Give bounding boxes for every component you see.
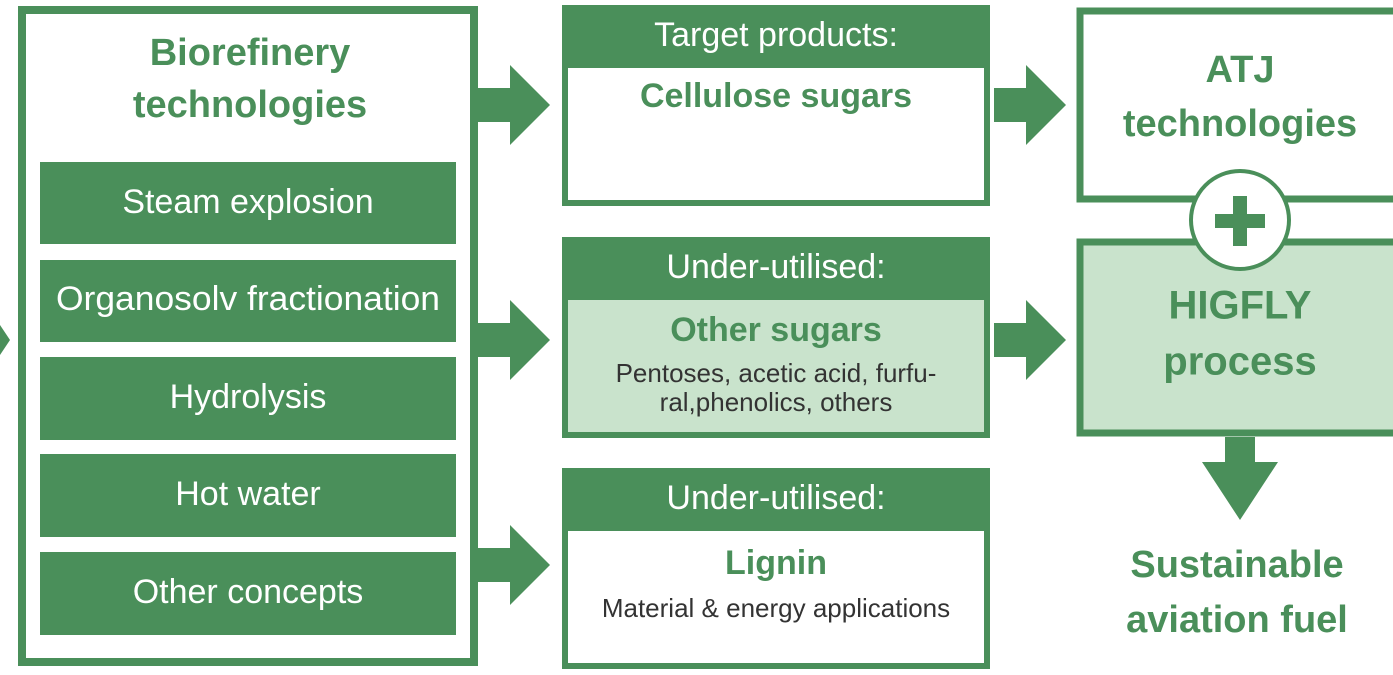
panel-title: Biorefinery: [150, 32, 351, 74]
item-box: [40, 357, 456, 440]
item-label: Organosolv fractionation: [56, 280, 440, 318]
output-header: [562, 237, 990, 300]
items: Steam explosion Organosolv fractionation…: [40, 162, 456, 635]
output-detail: Pentoses, acetic acid, furfu-: [616, 358, 937, 388]
higfly-label: HIGFLY: [1169, 284, 1312, 328]
item-box: [40, 552, 456, 635]
plus: [1215, 214, 1265, 228]
output-detail: ral,phenolics, others: [660, 387, 893, 417]
arrow: [994, 65, 1066, 145]
output-title: Cellulose sugars: [640, 77, 912, 115]
atj-label: technologies: [1123, 103, 1357, 145]
atj-label: ATJ: [1206, 49, 1275, 91]
arrow: [994, 300, 1066, 380]
output-header: [562, 5, 990, 68]
arrow: [0, 325, 10, 355]
arrow: [478, 65, 550, 145]
output-detail: Material & energy applications: [602, 593, 950, 623]
item-box: [40, 162, 456, 244]
item-label: Hydrolysis: [170, 378, 327, 416]
output-title: Lignin: [725, 544, 827, 582]
higfly-label: process: [1163, 340, 1316, 384]
output-header-label: Under-utilised:: [666, 248, 885, 286]
item-label: Hot water: [175, 475, 321, 513]
arrow: [1202, 437, 1278, 520]
item-label: Steam explosion: [122, 183, 373, 221]
item-label: Other concepts: [133, 573, 364, 611]
item-box: [40, 454, 456, 537]
higfly-box: [1076, 238, 1393, 437]
arrow: [478, 300, 550, 380]
output-title: Other sugars: [670, 311, 882, 349]
output-header-label: Target products:: [654, 16, 898, 54]
product-label: aviation fuel: [1126, 599, 1348, 641]
output-header: [562, 468, 990, 531]
output-header-label: Under-utilised:: [666, 479, 885, 517]
item-box: [40, 260, 456, 342]
panel-title: technologies: [133, 84, 367, 126]
arrow: [478, 525, 550, 605]
product-label: Sustainable: [1130, 544, 1343, 586]
